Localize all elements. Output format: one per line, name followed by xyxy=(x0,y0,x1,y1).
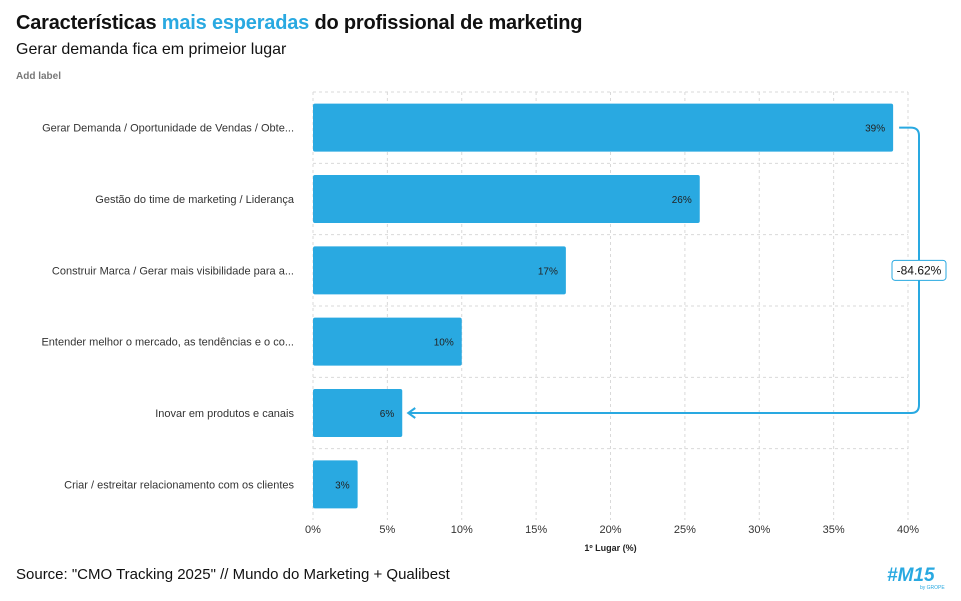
title-accent: mais esperadas xyxy=(161,12,310,34)
add-label-link[interactable]: Add label xyxy=(16,71,62,82)
x-tick-label: 20% xyxy=(599,524,621,536)
bar xyxy=(313,317,462,366)
annotation-label: -84.62% xyxy=(897,263,942,277)
category-label: Gestão do time de marketing / Liderança xyxy=(95,194,295,206)
x-tick-label: 5% xyxy=(379,524,395,536)
bar-value-label: 39% xyxy=(865,124,885,135)
x-axis-title: 1º Lugar (%) xyxy=(584,543,636,553)
bar xyxy=(313,175,700,223)
bar xyxy=(313,246,566,295)
category-label: Entender melhor o mercado, as tendências… xyxy=(41,337,294,349)
category-label: Gerar Demanda / Oportunidade de Vendas /… xyxy=(42,123,294,135)
title-part1: Características xyxy=(16,12,162,34)
x-tick-label: 15% xyxy=(525,524,547,536)
category-label: Inovar em produtos e canais xyxy=(155,408,294,420)
x-tick-label: 25% xyxy=(674,524,696,536)
x-tick-label: 30% xyxy=(748,524,770,536)
bar-value-label: 26% xyxy=(672,195,692,206)
x-tick-label: 10% xyxy=(451,524,473,536)
chart-subtitle: Gerar demanda fica em primeior lugar xyxy=(16,41,287,58)
logo-text: #M15 xyxy=(887,565,935,586)
x-tick-label: 40% xyxy=(897,524,919,536)
source-note: Source: "CMO Tracking 2025" // Mundo do … xyxy=(16,566,450,583)
chart-title: Características mais esperadas do profis… xyxy=(16,12,582,35)
category-label: Criar / estreitar relacionamento com os … xyxy=(64,479,294,491)
annotation-badge xyxy=(891,259,947,281)
category-label: Construir Marca / Gerar mais visibilidad… xyxy=(52,265,294,277)
bar-value-label: 3% xyxy=(335,480,350,491)
bar xyxy=(313,460,358,509)
x-tick-label: 35% xyxy=(823,524,845,536)
logo-subtext: by GROPE xyxy=(920,585,945,591)
bar xyxy=(313,103,894,152)
title-part2: do profissional de marketing xyxy=(309,12,583,34)
bar-value-label: 10% xyxy=(434,338,454,349)
x-tick-label: 0% xyxy=(305,524,321,536)
m15-logo: #M15 by GROPE xyxy=(887,565,945,591)
bar-value-label: 17% xyxy=(538,266,558,277)
bar xyxy=(313,389,403,437)
annotation-arrowhead xyxy=(406,407,416,419)
bar-value-label: 6% xyxy=(380,409,395,420)
